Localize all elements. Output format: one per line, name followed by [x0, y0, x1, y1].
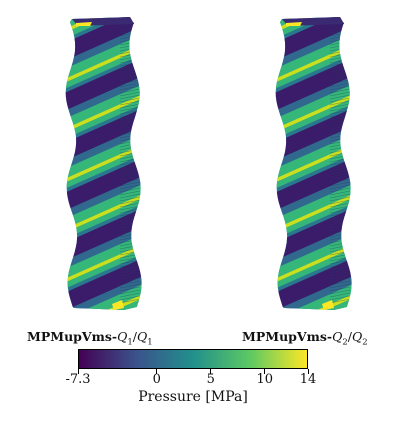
- helical-pressure-field-image: [275, 17, 352, 310]
- colorbar-tick: [77, 369, 79, 374]
- colorbar-tick-label: 14: [299, 372, 317, 387]
- twisted-column-render-right: [272, 14, 362, 314]
- caption-right: MPMupVms-Q2/Q2: [242, 329, 368, 348]
- colorbar-tick: [264, 369, 266, 374]
- colorbar-tick: [156, 369, 158, 374]
- colorbar-tick-label: 5: [206, 372, 215, 387]
- colorbar-tick: [210, 369, 212, 374]
- colorbar-tick-label: 10: [256, 372, 274, 387]
- colorbar-tick: [307, 369, 309, 374]
- twisted-column-render-left: [62, 14, 152, 314]
- caption-left: MPMupVms-Q1/Q1: [27, 329, 153, 348]
- helical-pressure-field-image: [65, 17, 142, 310]
- colorbar-tick-label: 0: [152, 372, 161, 387]
- colorbar-title: Pressure [MPa]: [138, 389, 248, 405]
- colorbar-tick-label: -7.3: [65, 372, 91, 387]
- pressure-colorbar: [78, 349, 308, 369]
